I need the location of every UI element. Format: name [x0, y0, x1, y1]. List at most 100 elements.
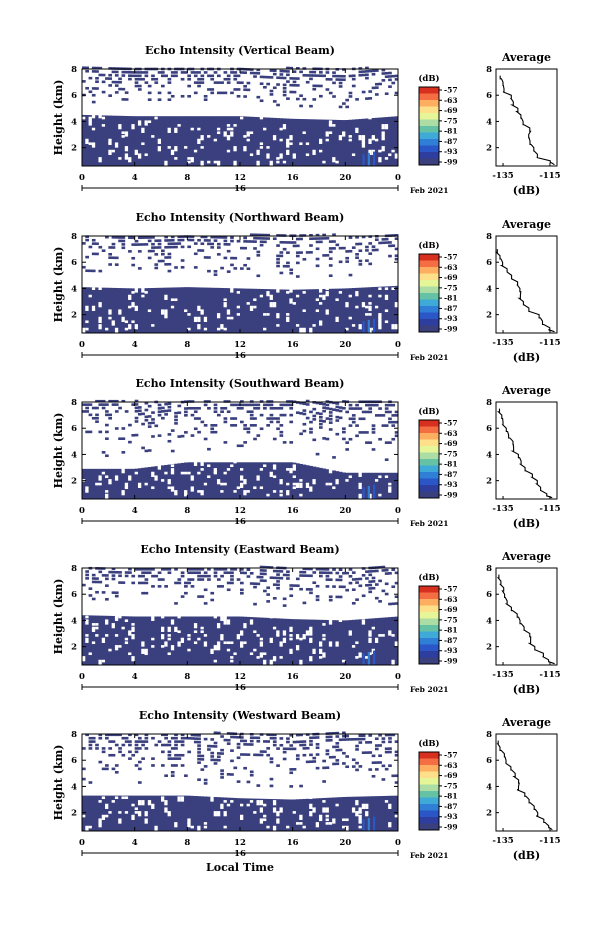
heatmap-echo-cell — [131, 434, 136, 437]
colorbar-tick-label: -81 — [444, 626, 458, 635]
heatmap-gap-cell — [157, 138, 162, 144]
colorbar-swatch — [419, 280, 439, 287]
heatmap-gap-cell — [170, 305, 175, 309]
heatmap-echo-cell — [111, 591, 116, 594]
heatmap-gap-cell — [203, 822, 208, 825]
heatmap-echo-cell — [276, 257, 280, 261]
heatmap-layer-cell — [374, 796, 379, 831]
heatmap-echo-cell — [230, 71, 234, 74]
heatmap-echo-cell — [220, 407, 224, 410]
heatmap-gap-cell — [167, 634, 172, 637]
heatmap-gap-cell — [361, 135, 366, 141]
heatmap-echo-cell — [299, 574, 303, 577]
colorbar-swatch — [419, 657, 439, 665]
heatmap-gap-cell — [299, 814, 303, 820]
heatmap-echo-cell — [95, 80, 99, 83]
heatmap-echo-cell — [276, 586, 280, 590]
heatmap-echo-cell — [128, 743, 132, 747]
heatmap-echo-cell — [114, 403, 119, 406]
heatmap-echo-cell — [249, 71, 254, 75]
heatmap-gap-cell — [128, 324, 132, 330]
heatmap-echo-cell — [105, 598, 109, 601]
heatmap-layer-cell — [342, 288, 346, 333]
heatmap-echo-cell — [358, 263, 363, 266]
heatmap-echo-cell — [131, 74, 136, 78]
heatmap-gap-cell — [240, 803, 244, 807]
heatmap-echo-cell — [226, 74, 231, 78]
heatmap-echo-cell — [91, 406, 96, 410]
heatmap-echo-cell — [312, 438, 317, 442]
heatmap-echo-cell — [111, 399, 116, 403]
heatmap-gap-cell — [328, 468, 333, 474]
heatmap-echo-cell — [319, 240, 323, 244]
heatmap-echo-cell — [348, 417, 353, 421]
panel-title: Echo Intensity (Westward Beam) — [139, 709, 341, 722]
heatmap-gap-cell — [292, 811, 297, 814]
panel-title: Echo Intensity (Vertical Beam) — [145, 44, 335, 57]
heatmap-echo-cell — [95, 242, 99, 246]
heatmap-echo-cell — [345, 441, 350, 444]
heatmap-echo-cell — [381, 589, 386, 593]
heatmap-echo-cell — [338, 105, 343, 109]
heatmap-cells — [82, 565, 399, 665]
colorbar-tick-label: -57 — [444, 419, 458, 428]
heatmap-echo-cell — [282, 264, 287, 268]
heatmap-echo-cell — [282, 247, 287, 251]
heatmap-echo-cell — [210, 242, 215, 246]
heatmap-echo-cell — [197, 761, 201, 764]
heatmap-echo-cell — [207, 239, 211, 242]
heatmap-echo-cell — [184, 774, 188, 777]
heatmap-layer-cell — [223, 616, 228, 665]
heatmap-echo-cell — [292, 584, 297, 587]
heatmap-gap-cell — [312, 149, 317, 155]
heatmap-layer-cell — [381, 472, 386, 499]
heatmap-gap-cell — [223, 327, 228, 331]
heatmap-echo-cell — [276, 576, 280, 580]
heatmap-layer-cell — [230, 797, 234, 831]
heatmap-echo-cell — [365, 570, 369, 573]
heatmap-gap-cell — [335, 298, 340, 302]
heatmap-echo-cell — [184, 591, 188, 595]
heatmap-layer-cell — [378, 796, 382, 831]
heatmap-strong-echo — [372, 151, 376, 166]
heatmap-gap-cell — [203, 316, 208, 322]
heatmap-echo-cell — [328, 417, 333, 421]
heatmap-layer-cell — [187, 116, 192, 166]
heatmap-echo-cell — [141, 581, 145, 585]
heatmap-echo-cell — [358, 407, 363, 410]
heatmap-gap-cell — [197, 138, 201, 144]
heatmap-echo-cell — [282, 757, 287, 761]
x-tick-label: 8 — [184, 173, 190, 183]
y-axis-label: Height (km) — [52, 80, 65, 156]
heatmap-echo-cell — [170, 239, 175, 242]
heatmap-echo-cell — [335, 731, 340, 735]
heatmap-echo-cell — [200, 578, 205, 581]
heatmap-gap-cell — [279, 490, 284, 493]
heatmap-gap-cell — [338, 619, 343, 623]
colorbar-tick-label: -75 — [444, 615, 458, 624]
heatmap-echo-cell — [114, 91, 119, 94]
heatmap-echo-cell — [121, 74, 126, 77]
heatmap-gap-cell — [371, 135, 376, 141]
heatmap-echo-cell — [371, 72, 376, 76]
heatmap-layer-cell — [328, 288, 333, 333]
heatmap-echo-cell — [151, 74, 155, 78]
heatmap-echo-cell — [394, 78, 399, 81]
heatmap-echo-cell — [351, 571, 356, 574]
heatmap-echo-cell — [98, 403, 103, 406]
heatmap-gap-cell — [272, 656, 277, 662]
heatmap-echo-cell — [272, 417, 277, 420]
heatmap-gap-cell — [292, 153, 297, 159]
heatmap-layer-cell — [236, 462, 241, 499]
heatmap-layer-cell — [98, 287, 103, 333]
heatmap-echo-cell — [309, 244, 313, 247]
heatmap-echo-cell — [147, 98, 152, 101]
heatmap-echo-cell — [345, 105, 350, 109]
colorbar-frame — [418, 419, 440, 499]
heatmap-echo-cell — [190, 568, 195, 571]
heatmap-echo-cell — [345, 410, 350, 414]
colorbar-swatch — [419, 420, 439, 427]
heatmap-echo-cell — [118, 406, 122, 410]
heatmap-echo-cell — [82, 66, 86, 70]
heatmap-echo-cell — [180, 733, 185, 737]
